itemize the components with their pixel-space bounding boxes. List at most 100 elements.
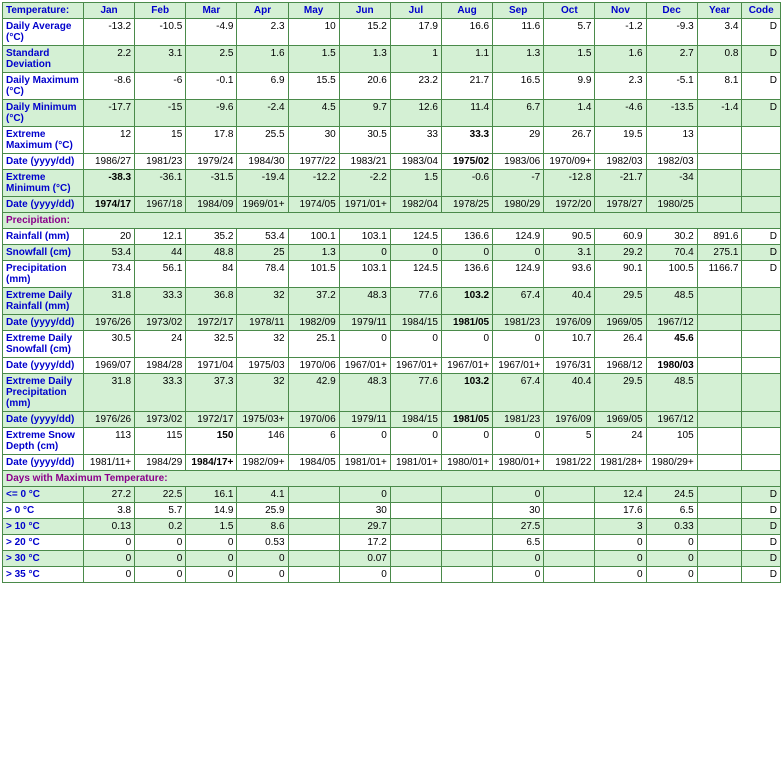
cell: -12.8 (544, 170, 595, 197)
cell: 0 (646, 535, 697, 551)
cell: 5.7 (544, 19, 595, 46)
cell: 12 (83, 127, 134, 154)
cell: 19.5 (595, 127, 646, 154)
cell: D (742, 487, 781, 503)
cell: 1976/26 (83, 412, 134, 428)
cell (441, 519, 492, 535)
cell: 1969/05 (595, 315, 646, 331)
cell: 10 (288, 19, 339, 46)
table-row: Date (yyyy/dd)1976/261973/021972/171975/… (3, 412, 781, 428)
header-month: Sep (493, 3, 544, 19)
header-month: Aug (441, 3, 492, 19)
row-label: Rainfall (mm) (3, 229, 84, 245)
table-row: Daily Maximum (°C)-8.6-6-0.16.915.520.62… (3, 73, 781, 100)
cell: 24 (595, 428, 646, 455)
cell (697, 374, 742, 412)
cell: 0 (646, 567, 697, 583)
row-label: Daily Minimum (°C) (3, 100, 84, 127)
cell: 1972/17 (186, 315, 237, 331)
cell (697, 503, 742, 519)
cell: 136.6 (441, 261, 492, 288)
cell (742, 331, 781, 358)
cell: D (742, 567, 781, 583)
cell (742, 288, 781, 315)
cell: 1983/06 (493, 154, 544, 170)
cell: D (742, 73, 781, 100)
cell (742, 315, 781, 331)
cell: 1975/03 (237, 358, 288, 374)
cell: 1.5 (390, 170, 441, 197)
table-row: Snowfall (cm)53.44448.8251.300003.129.27… (3, 245, 781, 261)
cell (742, 412, 781, 428)
cell: -8.6 (83, 73, 134, 100)
cell: 16.1 (186, 487, 237, 503)
cell: 30 (288, 127, 339, 154)
cell: 1983/21 (339, 154, 390, 170)
cell: 27.2 (83, 487, 134, 503)
cell: 1971/04 (186, 358, 237, 374)
cell: 0 (441, 331, 492, 358)
cell: 2.7 (646, 46, 697, 73)
table-row: > 0 °C3.85.714.925.9303017.66.5D (3, 503, 781, 519)
cell: 1981/01+ (390, 455, 441, 471)
cell (390, 487, 441, 503)
cell: 1166.7 (697, 261, 742, 288)
cell: 0 (339, 428, 390, 455)
cell (544, 551, 595, 567)
cell: D (742, 229, 781, 245)
cell: 48.5 (646, 374, 697, 412)
cell: D (742, 245, 781, 261)
cell: 25 (237, 245, 288, 261)
header-month: Oct (544, 3, 595, 19)
cell: 0 (390, 245, 441, 261)
cell: 12.4 (595, 487, 646, 503)
cell: 53.4 (83, 245, 134, 261)
cell: 1.4 (544, 100, 595, 127)
table-row: Standard Deviation2.23.12.51.61.51.311.1… (3, 46, 781, 73)
cell: 11.4 (441, 100, 492, 127)
cell: 33 (390, 127, 441, 154)
cell: 35.2 (186, 229, 237, 245)
cell: 0.13 (83, 519, 134, 535)
cell: 32 (237, 374, 288, 412)
cell: D (742, 46, 781, 73)
cell: 73.4 (83, 261, 134, 288)
cell (544, 503, 595, 519)
cell: 17.9 (390, 19, 441, 46)
cell (697, 315, 742, 331)
row-label: Extreme Daily Rainfall (mm) (3, 288, 84, 315)
cell: 12.1 (135, 229, 186, 245)
cell: 0 (493, 487, 544, 503)
header-month: Nov (595, 3, 646, 19)
cell: 1980/25 (646, 197, 697, 213)
row-label: Snowfall (cm) (3, 245, 84, 261)
cell (390, 519, 441, 535)
cell (742, 455, 781, 471)
cell: 1976/31 (544, 358, 595, 374)
cell: 0.2 (135, 519, 186, 535)
cell: 1981/23 (493, 412, 544, 428)
cell: 1984/09 (186, 197, 237, 213)
cell: 26.7 (544, 127, 595, 154)
cell: 0 (441, 428, 492, 455)
cell: 146 (237, 428, 288, 455)
cell: 48.3 (339, 374, 390, 412)
table-row: Daily Average (°C)-13.2-10.5-4.92.31015.… (3, 19, 781, 46)
cell (441, 535, 492, 551)
header-label: Temperature: (3, 3, 84, 19)
cell: 103.1 (339, 261, 390, 288)
table-row: Extreme Daily Precipitation (mm)31.833.3… (3, 374, 781, 412)
cell: 20.6 (339, 73, 390, 100)
cell (742, 127, 781, 154)
cell: 32 (237, 288, 288, 315)
cell: 21.7 (441, 73, 492, 100)
cell: 53.4 (237, 229, 288, 245)
cell (697, 154, 742, 170)
table-row: Extreme Snow Depth (cm)11311515014660000… (3, 428, 781, 455)
row-label: Extreme Snow Depth (cm) (3, 428, 84, 455)
cell (697, 535, 742, 551)
cell: 1980/01+ (493, 455, 544, 471)
cell: 20 (83, 229, 134, 245)
cell: 15 (135, 127, 186, 154)
cell: 15.5 (288, 73, 339, 100)
